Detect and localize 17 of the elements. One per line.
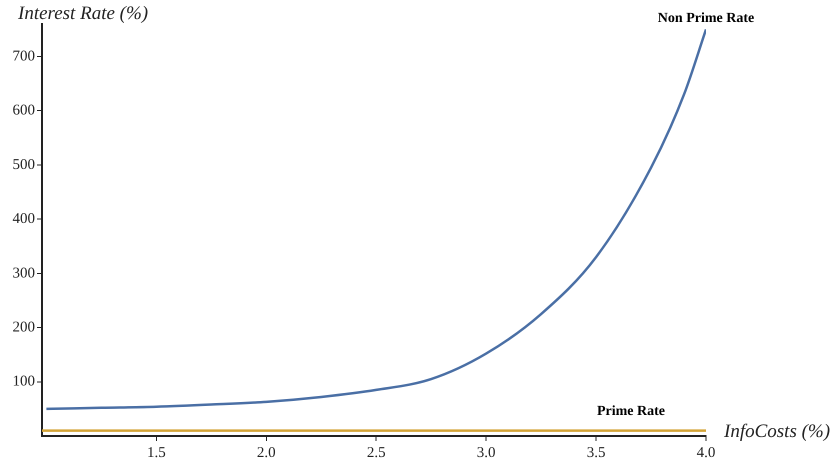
series-label: Non Prime Rate: [658, 11, 754, 26]
x-axis-title: InfoCosts (%): [723, 421, 830, 442]
y-tick-label: 500: [12, 156, 35, 173]
series-label: Prime Rate: [596, 404, 666, 420]
x-tick-label: 2.0: [256, 444, 276, 459]
x-tick-label: 1.5: [146, 444, 166, 459]
y-tick-label: 200: [12, 320, 35, 336]
y-tick-label: 400: [12, 211, 35, 228]
y-axis-title: Interest Rate (%): [17, 3, 148, 24]
y-tick-label: 700: [12, 48, 35, 64]
y-tick-label: 100: [12, 374, 35, 390]
x-tick-label: 4.0: [696, 444, 716, 459]
x-tick-label: 3.0: [476, 444, 496, 459]
y-tick-label: 600: [12, 102, 35, 119]
y-tick-label: 300: [12, 265, 35, 282]
x-tick-label: 3.5: [586, 444, 606, 459]
x-tick-label: 2.5: [366, 444, 386, 459]
